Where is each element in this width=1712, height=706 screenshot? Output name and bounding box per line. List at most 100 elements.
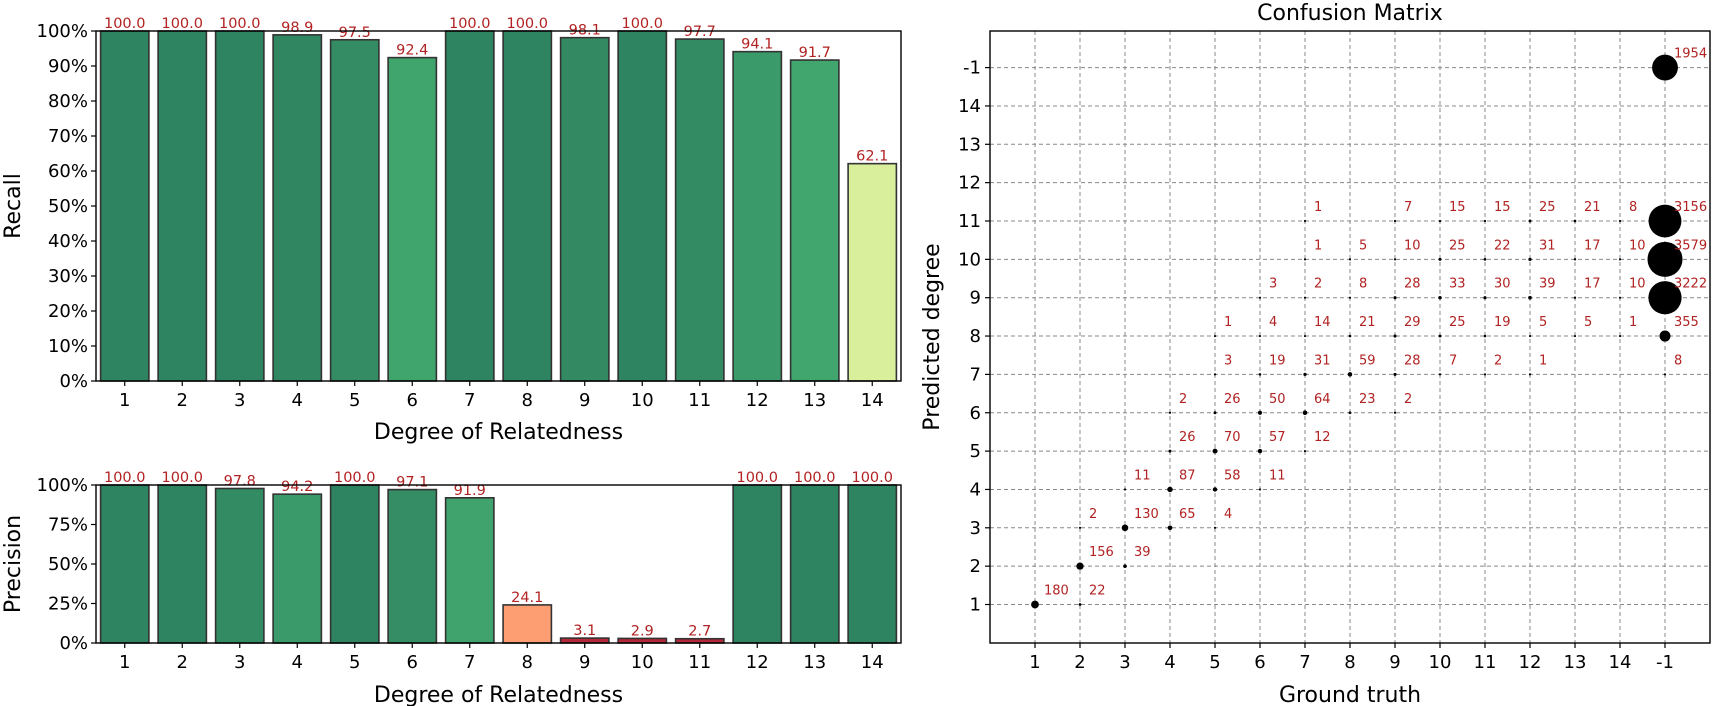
recall-y-tick-label: 100% xyxy=(37,21,88,42)
confusion-matrix-x-axis-label: Ground truth xyxy=(1279,683,1421,706)
cm-point xyxy=(1078,603,1082,606)
cm-x-tick-label: 13 xyxy=(1564,652,1587,673)
cm-point xyxy=(1393,411,1397,414)
recall-x-tick-label: 11 xyxy=(688,390,711,411)
recall-y-tick-label: 40% xyxy=(48,231,88,252)
cm-point xyxy=(1618,334,1622,338)
recall-x-tick-label: 12 xyxy=(746,390,769,411)
cm-point xyxy=(1123,564,1127,568)
precision-x-tick-label: 6 xyxy=(407,652,418,673)
cm-y-tick-label: 9 xyxy=(970,288,981,309)
cm-point xyxy=(1393,219,1397,223)
cm-point xyxy=(1257,448,1263,454)
recall-bar xyxy=(502,30,553,382)
cm-point-count-label: 59 xyxy=(1359,353,1376,368)
cm-point xyxy=(1076,562,1084,570)
recall-bar xyxy=(99,30,150,382)
precision-bar-value-label: 100.0 xyxy=(736,470,778,486)
cm-point xyxy=(1302,410,1308,416)
precision-bar-value-label: 94.2 xyxy=(281,479,313,495)
recall-x-tick-label: 5 xyxy=(349,390,360,411)
recall-y-tick-label: 70% xyxy=(48,126,88,147)
cm-point xyxy=(1663,373,1667,376)
cm-point-count-label: 3156 xyxy=(1674,200,1707,215)
cm-point-count-label: 17 xyxy=(1584,238,1601,253)
cm-point-count-label: 50 xyxy=(1269,392,1286,407)
precision-bar-value-label: 100.0 xyxy=(161,470,203,486)
cm-point-count-label: 23 xyxy=(1359,392,1376,407)
recall-y-tick-label: 0% xyxy=(59,371,88,392)
cm-point-count-label: 1 xyxy=(1629,315,1637,330)
precision-bar xyxy=(502,604,553,644)
cm-point xyxy=(1573,296,1577,299)
recall-y-tick-label: 60% xyxy=(48,161,88,182)
cm-point xyxy=(1438,257,1442,261)
recall-y-tick-label: 80% xyxy=(48,91,88,112)
cm-point-count-label: 14 xyxy=(1314,315,1331,330)
precision-y-tick-label: 25% xyxy=(48,594,88,615)
cm-y-tick-label: 13 xyxy=(958,134,981,155)
cm-plot-frame xyxy=(989,30,1711,644)
confusion-matrix-title: Confusion Matrix xyxy=(1257,1,1443,26)
precision-bar-value-label: 100.0 xyxy=(104,470,146,486)
recall-x-axis-label: Degree of Relatedness xyxy=(374,420,623,445)
cm-point-count-label: 8 xyxy=(1674,353,1682,368)
recall-x-tick-label: 2 xyxy=(177,390,188,411)
cm-x-tick-label: 6 xyxy=(1254,652,1265,673)
cm-point xyxy=(1483,257,1487,261)
cm-y-tick-label: 1 xyxy=(970,595,981,616)
cm-point xyxy=(1168,411,1172,414)
cm-point xyxy=(1258,334,1262,338)
precision-x-tick-label: 14 xyxy=(861,652,884,673)
cm-x-tick-label: 1 xyxy=(1029,652,1040,673)
recall-bar xyxy=(214,30,265,382)
recall-bar-value-label: 97.7 xyxy=(684,24,716,40)
cm-point-count-label: 8 xyxy=(1629,200,1637,215)
recall-bar xyxy=(847,162,898,382)
cm-point xyxy=(1348,334,1352,338)
cm-point xyxy=(1031,600,1039,609)
cm-y-tick-label: 8 xyxy=(970,326,981,347)
cm-point-count-label: 1 xyxy=(1314,200,1322,215)
cm-point xyxy=(1213,334,1217,338)
cm-point xyxy=(1213,526,1217,529)
cm-point xyxy=(1168,449,1172,453)
recall-bar-value-label: 94.1 xyxy=(741,37,773,53)
cm-point xyxy=(1078,526,1082,529)
precision-bar xyxy=(214,487,265,644)
cm-point xyxy=(1393,334,1397,338)
cm-point xyxy=(1483,296,1487,300)
precision-bar xyxy=(387,488,438,644)
precision-bar-value-label: 97.8 xyxy=(224,473,256,489)
cm-point xyxy=(1483,373,1487,376)
cm-point xyxy=(1648,281,1682,315)
cm-point-count-label: 355 xyxy=(1674,315,1699,330)
cm-point-count-label: 1954 xyxy=(1674,47,1707,62)
cm-point xyxy=(1483,334,1487,338)
cm-y-tick-label: 5 xyxy=(970,441,981,462)
cm-point xyxy=(1528,373,1532,376)
cm-point-count-label: 2 xyxy=(1089,507,1097,522)
confusion-matrix-chart: 180 2215623913011658726245870263111575019… xyxy=(958,30,1711,673)
cm-x-tick-label: 8 xyxy=(1344,652,1355,673)
recall-x-tick-label: 6 xyxy=(407,390,418,411)
cm-point-count-label: 8 xyxy=(1359,277,1367,292)
cm-point-count-label: 1 xyxy=(1539,353,1547,368)
cm-point-count-label: 19 xyxy=(1494,315,1511,330)
cm-y-tick-label: 11 xyxy=(958,211,981,232)
cm-point xyxy=(1348,411,1352,415)
cm-point-count-label: 25 xyxy=(1449,238,1466,253)
confusion-matrix-y-axis-label: Predicted degree xyxy=(920,243,945,430)
cm-point-count-label: 130 xyxy=(1134,507,1159,522)
recall-x-tick-label: 7 xyxy=(464,390,475,411)
cm-point-count-label: 58 xyxy=(1224,468,1241,483)
recall-x-tick-label: 9 xyxy=(579,390,590,411)
cm-point xyxy=(1659,330,1671,342)
recall-bar-value-label: 100.0 xyxy=(449,16,491,32)
cm-point-count-label: 3222 xyxy=(1674,277,1707,292)
cm-point-count-label: 3579 xyxy=(1674,238,1707,253)
precision-bar xyxy=(99,484,150,644)
recall-bar-value-label: 100.0 xyxy=(621,16,663,32)
precision-bar-value-label: 91.9 xyxy=(454,483,486,499)
cm-y-tick-label: 3 xyxy=(970,518,981,539)
